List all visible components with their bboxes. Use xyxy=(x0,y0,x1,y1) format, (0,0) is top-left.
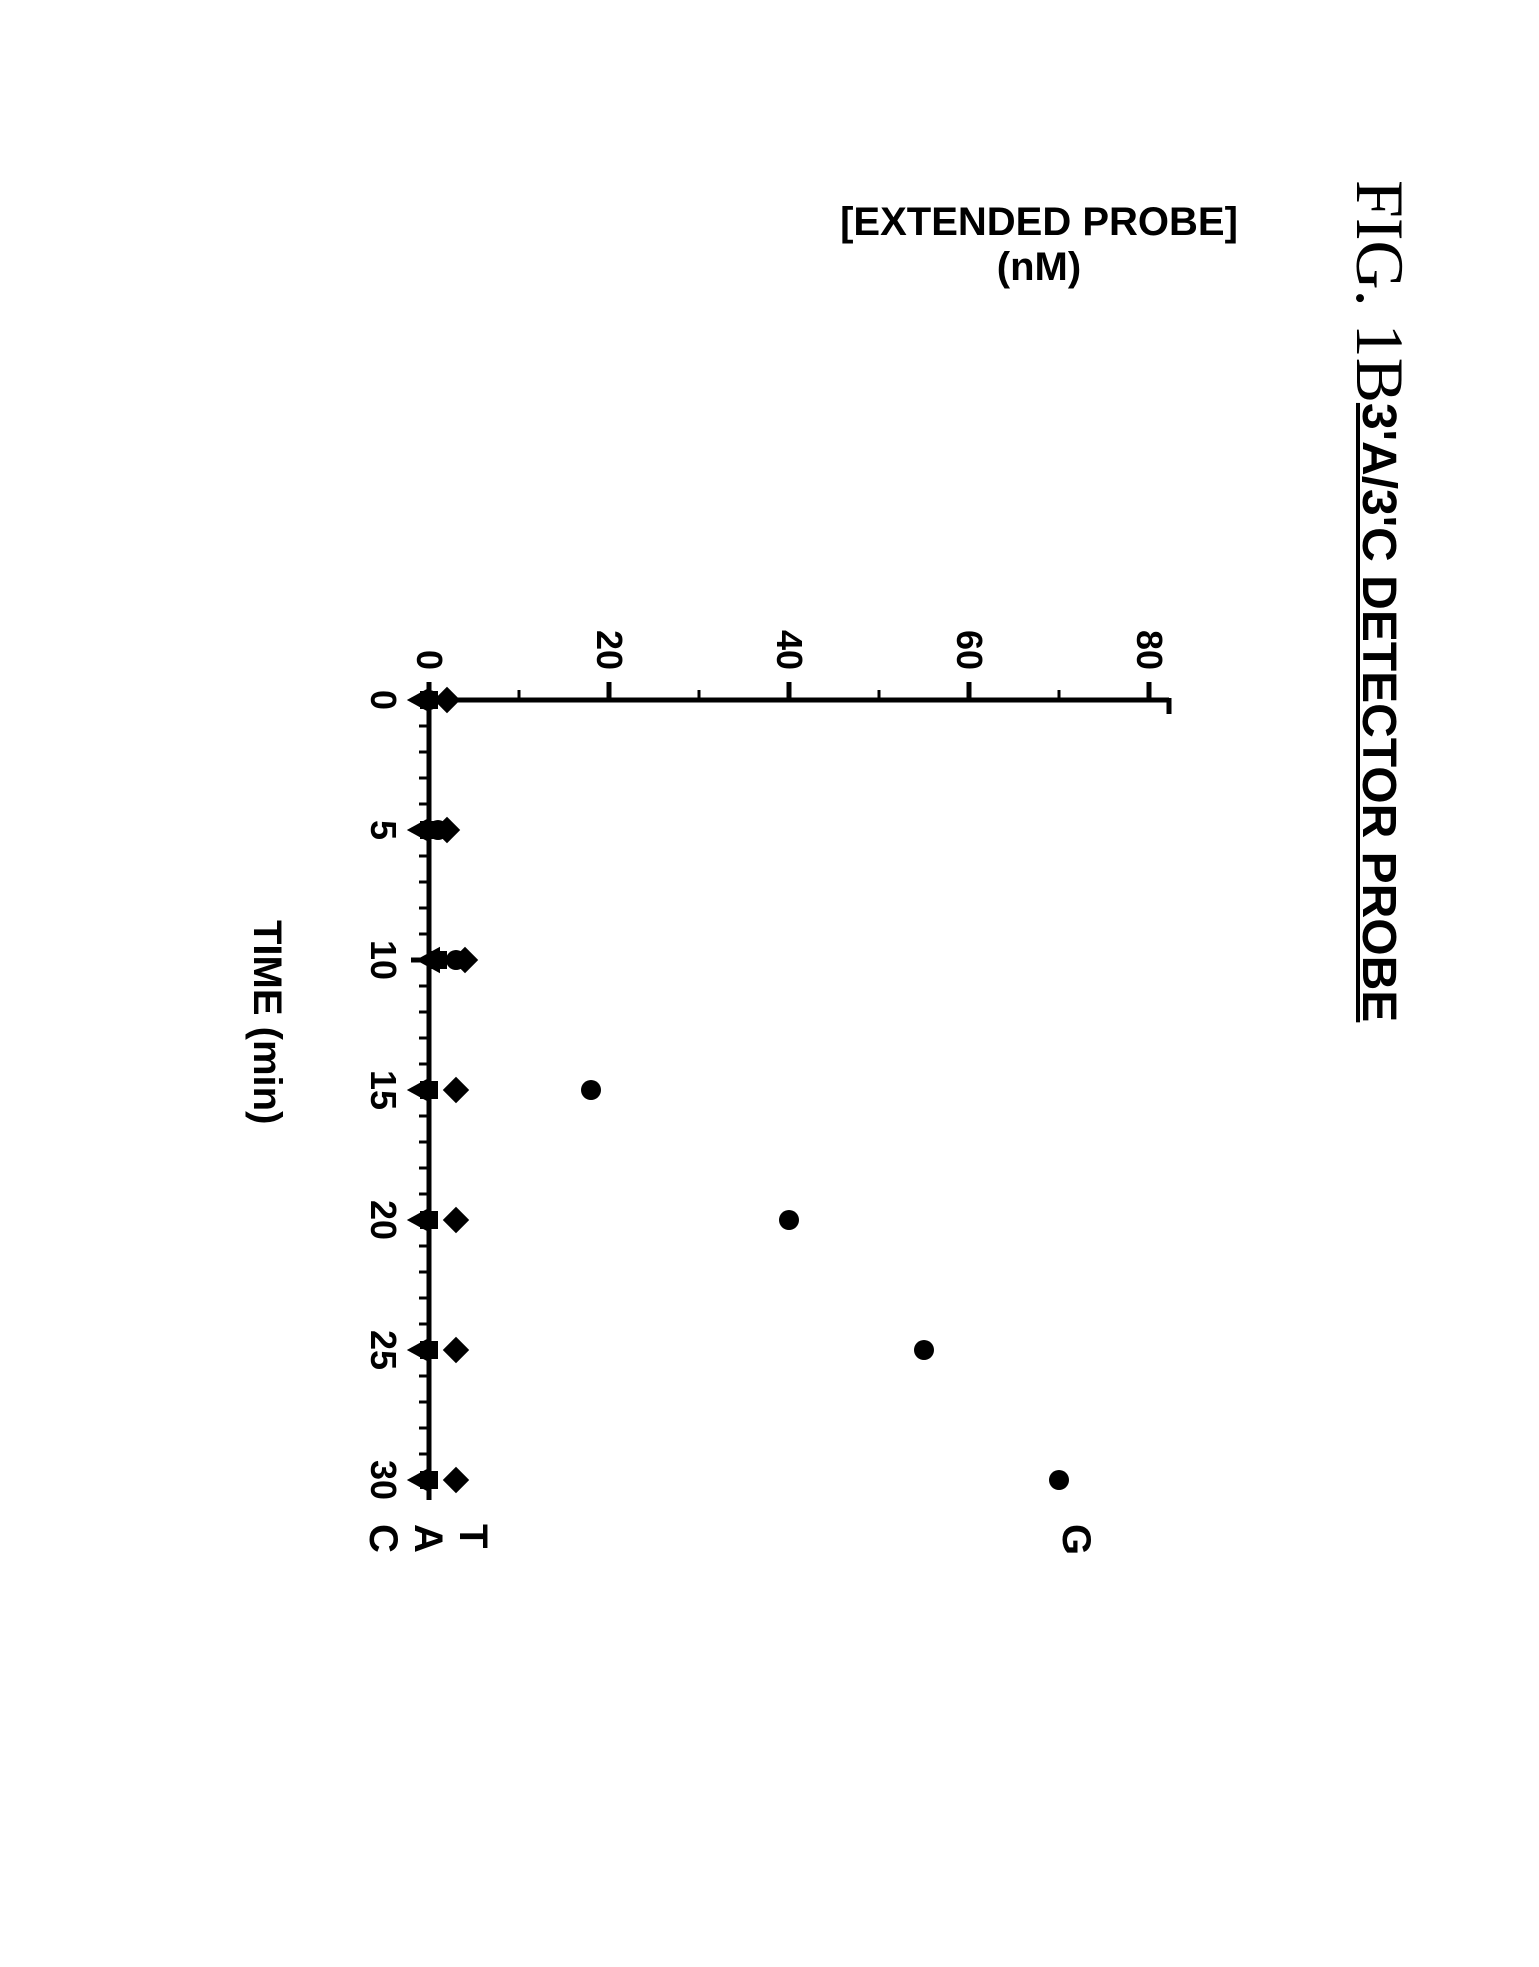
series-label-G: G xyxy=(1054,1524,1098,1555)
svg-text:5: 5 xyxy=(363,820,404,840)
x-axis-label: TIME (min) xyxy=(244,920,289,1124)
svg-text:20: 20 xyxy=(363,1200,404,1240)
svg-text:0: 0 xyxy=(363,690,404,710)
svg-text:60: 60 xyxy=(949,630,990,670)
scatter-plot: 0 5 10 15 20 25 30 0 20 40 60 80 G TAC xyxy=(289,520,1189,1720)
figure-title: FIG. 1B3'A/3'C DETECTOR PROBE xyxy=(1340,180,1419,1022)
svg-text:30: 30 xyxy=(363,1460,404,1500)
series-label-A: A xyxy=(406,1524,450,1553)
y-axis-label-line2: (nM) xyxy=(809,245,1269,290)
series-label-C: C xyxy=(361,1524,405,1553)
svg-text:10: 10 xyxy=(363,940,404,980)
y-axis-label-line1: [EXTENDED PROBE] xyxy=(840,200,1238,244)
series-label-T: T xyxy=(451,1524,495,1548)
page-rotated-frame: FIG. 1B3'A/3'C DETECTOR PROBE [EXTENDED … xyxy=(0,0,1539,1967)
svg-text:80: 80 xyxy=(1129,630,1170,670)
y-axis-label: [EXTENDED PROBE] (nM) xyxy=(809,200,1269,290)
svg-text:40: 40 xyxy=(769,630,810,670)
svg-text:25: 25 xyxy=(363,1330,404,1370)
svg-text:20: 20 xyxy=(589,630,630,670)
svg-text:0: 0 xyxy=(409,650,450,670)
figure-prefix: FIG. 1B xyxy=(1342,180,1418,403)
figure-subtitle: 3'A/3'C DETECTOR PROBE xyxy=(1352,403,1405,1022)
chart-area: [EXTENDED PROBE] (nM) TIME (min) 0510152… xyxy=(289,520,1189,1720)
svg-text:15: 15 xyxy=(363,1070,404,1110)
